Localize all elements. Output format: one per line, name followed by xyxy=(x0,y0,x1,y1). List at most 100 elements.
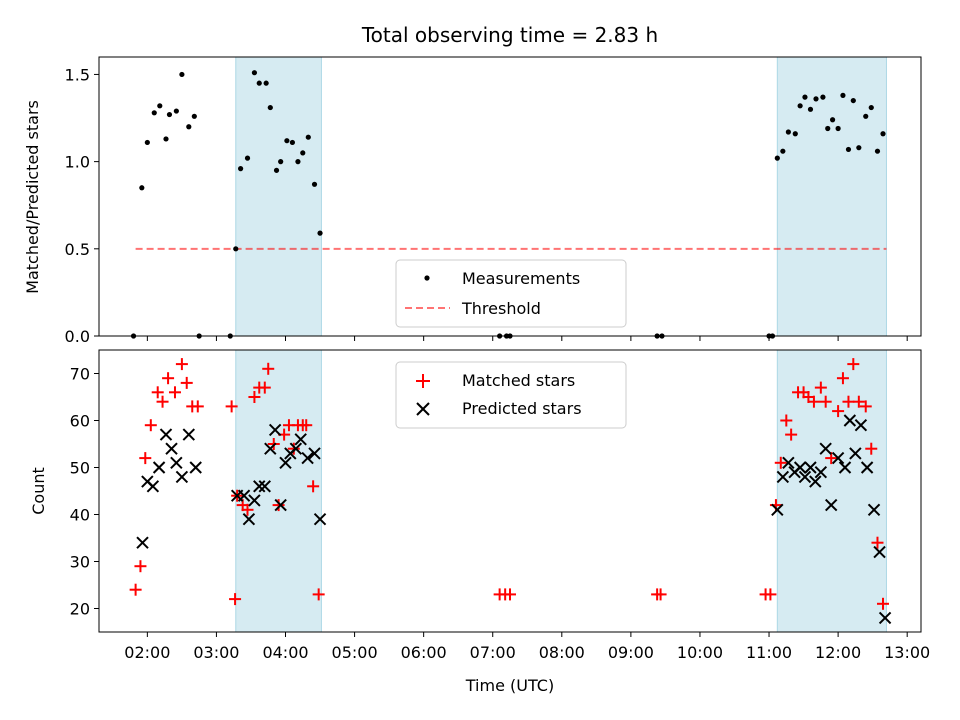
matched-star-marker xyxy=(807,395,820,408)
x-axis-label: Time (UTC) xyxy=(465,676,554,695)
top-plot-frame xyxy=(98,56,922,337)
top-y-tick-label: 1.5 xyxy=(65,65,90,84)
matched-star-marker xyxy=(180,376,193,389)
predicted-star-marker xyxy=(294,433,307,446)
measurement-point xyxy=(840,92,846,98)
measurement-point xyxy=(244,155,251,161)
matched-star-marker xyxy=(842,395,855,408)
matched-star-marker xyxy=(258,381,271,394)
x-tick-label: 09:00 xyxy=(608,643,654,662)
x-tick-label: 08:00 xyxy=(539,643,585,662)
matched-star-marker xyxy=(156,395,169,408)
x-tick-label: 07:00 xyxy=(470,643,516,662)
bottom-y-tick-label: 40 xyxy=(70,506,90,525)
predicted-star-marker xyxy=(308,447,321,460)
measurement-point xyxy=(295,159,301,165)
bottom-y-axis: 20 30 40 50 60 70 xyxy=(70,365,99,619)
measurement-point xyxy=(300,150,306,156)
predicted-star-marker xyxy=(776,470,790,484)
bottom-y-tick-label: 30 xyxy=(70,553,90,572)
measurement-point xyxy=(850,97,856,104)
matched-star-marker xyxy=(836,372,849,385)
x-tick-label: 06:00 xyxy=(401,643,447,662)
matched-star-marker xyxy=(144,419,157,432)
measurement-point xyxy=(825,125,831,132)
measurement-point xyxy=(267,104,273,111)
predicted-star-marker xyxy=(253,480,266,493)
matched-star-marker xyxy=(859,400,872,413)
matched-star-marker xyxy=(877,597,890,610)
bottom-y-tick-label: 60 xyxy=(70,412,90,431)
x-tick-label: 02:00 xyxy=(124,643,170,662)
matched-star-marker xyxy=(229,593,242,606)
matched-star-marker xyxy=(139,452,152,465)
predicted-star-marker xyxy=(268,423,282,437)
matched-star-marker xyxy=(300,419,313,432)
matched-star-marker xyxy=(175,358,188,371)
bottom-y-axis-label: Count xyxy=(29,467,48,515)
matched-star-marker xyxy=(191,400,204,413)
predicted-star-marker xyxy=(793,461,807,474)
legend-matched-label: Matched stars xyxy=(462,371,575,390)
predicted-star-marker xyxy=(170,456,183,470)
measurement-point xyxy=(868,104,874,111)
matched-star-marker xyxy=(852,395,865,408)
predicted-star-marker xyxy=(159,428,173,441)
top-legend-box xyxy=(395,259,627,328)
measurement-point xyxy=(813,96,819,102)
measurement-point xyxy=(863,113,869,119)
legend-predicted-label: Predicted stars xyxy=(462,399,582,418)
measurement-point xyxy=(880,131,886,137)
measurement-point xyxy=(151,110,157,116)
predicted-stars-points xyxy=(136,414,892,625)
matched-star-marker xyxy=(871,536,884,549)
bottom-legend: Matched stars Predicted stars xyxy=(395,361,627,429)
measurement-point xyxy=(780,148,786,154)
predicted-star-marker xyxy=(146,480,160,493)
predicted-star-marker xyxy=(814,465,828,479)
top-legend: Measurements Threshold xyxy=(395,259,627,328)
measurement-point xyxy=(820,94,826,100)
predicted-star-marker xyxy=(189,461,202,474)
bottom-y-tick-label: 20 xyxy=(70,600,90,619)
matched-star-marker xyxy=(785,428,798,441)
measurement-point xyxy=(835,125,841,132)
measurement-point xyxy=(785,129,791,135)
matched-star-marker xyxy=(241,503,254,516)
measurement-point xyxy=(186,124,192,130)
matched-star-marker xyxy=(654,588,667,601)
top-y-tick-label: 1.0 xyxy=(65,153,90,172)
predicted-star-marker xyxy=(873,545,886,559)
predicted-star-marker xyxy=(258,480,271,493)
legend-predicted-marker xyxy=(416,402,430,416)
predicted-star-marker xyxy=(274,498,287,512)
matched-star-marker xyxy=(504,588,516,601)
measurement-point xyxy=(233,246,239,252)
predicted-star-marker xyxy=(165,442,178,455)
measurement-point xyxy=(273,167,280,173)
matched-star-marker xyxy=(151,386,164,399)
bottom-y-tick-label: 70 xyxy=(70,365,90,384)
matched-star-marker xyxy=(248,391,261,403)
measurement-point xyxy=(157,103,163,109)
top-y-axis-label: Matched/Predicted stars xyxy=(23,100,42,294)
x-tick-label: 03:00 xyxy=(193,643,239,662)
predicted-star-marker xyxy=(804,461,817,474)
predicted-star-marker xyxy=(248,494,261,507)
top-y-tick-label: 0.0 xyxy=(65,327,90,346)
predicted-star-marker xyxy=(824,498,838,512)
matched-star-marker xyxy=(129,583,142,596)
matched-star-marker xyxy=(307,480,320,493)
top-shaded-region xyxy=(235,56,322,337)
measurement-point xyxy=(263,80,269,86)
x-tick-label: 12:00 xyxy=(815,643,861,662)
measurement-point xyxy=(792,131,798,137)
matched-star-marker xyxy=(780,414,793,427)
measurement-point xyxy=(238,166,244,172)
predicted-star-marker xyxy=(771,503,784,517)
legend-matched-marker xyxy=(416,374,430,388)
measurement-point xyxy=(311,181,318,187)
predicted-star-marker xyxy=(831,451,845,465)
x-tick-label: 11:00 xyxy=(746,643,792,662)
measurement-point xyxy=(284,138,290,144)
